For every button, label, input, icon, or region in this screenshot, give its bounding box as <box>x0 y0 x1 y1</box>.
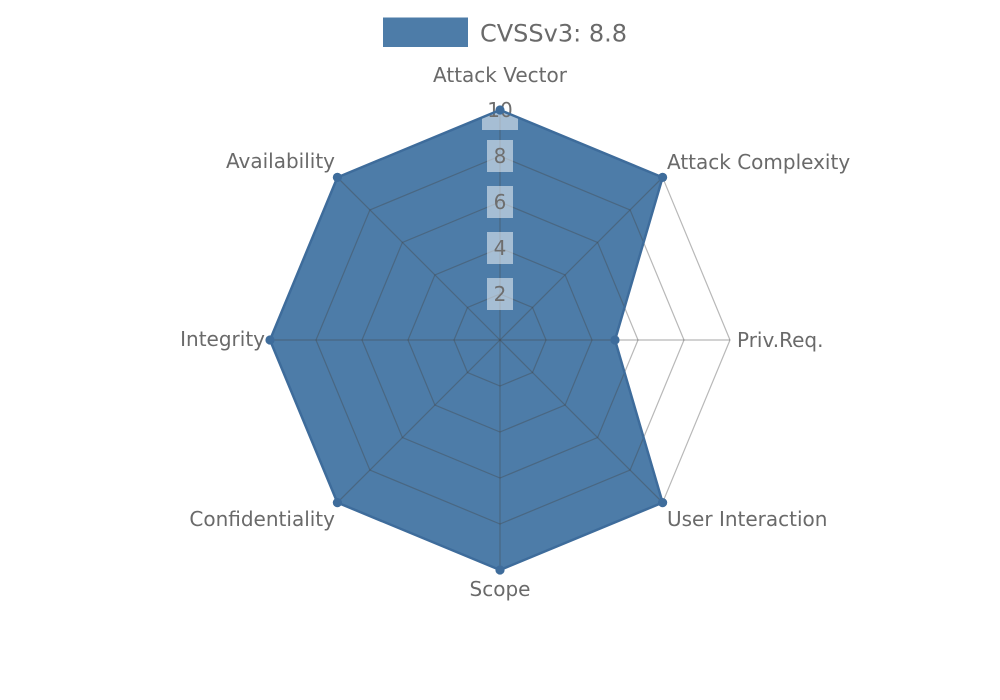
axis-label-attack-complexity: Attack Complexity <box>667 150 850 174</box>
radial-tick-box-6 <box>487 186 513 218</box>
radial-tick-box-2 <box>487 278 513 310</box>
radial-tick-label-4: 4 <box>494 236 507 260</box>
data-point-marker-user-interaction <box>658 498 668 508</box>
axis-label-availability: Availability <box>226 149 335 173</box>
data-point-marker-availability <box>332 172 342 182</box>
data-point-marker-priv-req <box>610 335 620 345</box>
axis-spoke-confidentiality <box>336 339 501 504</box>
data-point-marker-integrity <box>265 335 275 345</box>
radial-tick-label-6: 6 <box>494 190 507 214</box>
axis-label-priv-req: Priv.Req. <box>737 328 823 352</box>
radial-tick-box-4 <box>487 232 513 264</box>
data-point-marker-confidentiality <box>332 498 342 508</box>
data-point-marker-attack-complexity <box>658 172 668 182</box>
axis-label-attack-vector: Attack Vector <box>433 63 568 87</box>
legend-swatch <box>383 17 468 47</box>
grid-ring-2 <box>453 293 547 387</box>
axis-label-confidentiality: Confidentiality <box>189 507 335 531</box>
grid-ring-6 <box>361 201 639 479</box>
axis-label-integrity: Integrity <box>180 327 265 351</box>
radial-tick-label-2: 2 <box>494 282 507 306</box>
grid-ring-8 <box>315 155 685 525</box>
radial-tick-label-8: 8 <box>494 144 507 168</box>
data-point-marker-scope <box>495 565 505 575</box>
axis-label-user-interaction: User Interaction <box>667 507 827 531</box>
data-point-marker-attack-vector <box>495 105 505 115</box>
radial-tick-box-8 <box>487 140 513 172</box>
axis-spoke-availability <box>336 176 501 341</box>
axis-spoke-user-interaction <box>499 339 664 504</box>
legend-label: CVSSv3: 8.8 <box>480 20 627 48</box>
grid-ring-4 <box>407 247 593 433</box>
series-fill-polygon <box>270 110 663 570</box>
axis-label-scope: Scope <box>470 577 531 601</box>
axis-spoke-attack-complexity <box>499 176 664 341</box>
